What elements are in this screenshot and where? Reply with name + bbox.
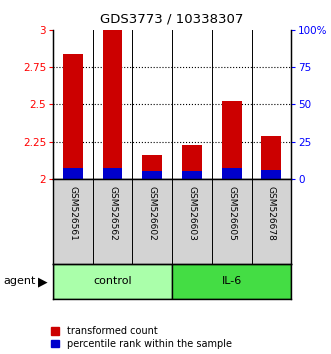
Bar [222,169,242,179]
Bar [182,171,202,179]
Bar [53,264,172,299]
Text: GSM526605: GSM526605 [227,185,236,240]
Legend: transformed count, percentile rank within the sample: transformed count, percentile rank withi… [51,326,232,349]
Text: GSM526562: GSM526562 [108,185,117,240]
Bar [142,171,162,179]
Bar [103,169,122,179]
Bar [261,170,281,179]
Text: GSM526603: GSM526603 [187,185,197,240]
Bar [172,264,291,299]
Text: GSM526678: GSM526678 [267,185,276,240]
Text: ▶: ▶ [38,275,48,288]
Bar [103,30,122,179]
Text: IL-6: IL-6 [221,276,242,286]
Bar [63,54,83,179]
Text: agent: agent [3,276,36,286]
Bar [261,136,281,179]
Text: GSM526602: GSM526602 [148,185,157,240]
Bar [222,102,242,179]
Text: control: control [93,276,132,286]
Text: GSM526561: GSM526561 [68,185,77,240]
Text: GDS3773 / 10338307: GDS3773 / 10338307 [100,12,244,25]
Bar [63,169,83,179]
Bar [182,144,202,179]
Bar [142,155,162,179]
